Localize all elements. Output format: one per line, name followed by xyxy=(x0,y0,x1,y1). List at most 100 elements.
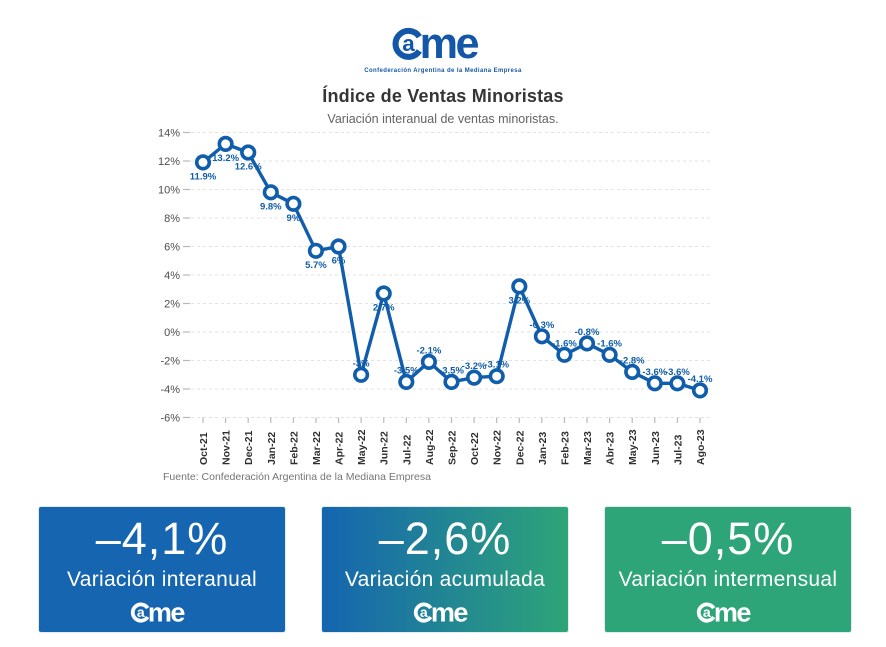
data-point xyxy=(353,366,370,383)
data-point-label: 5.7% xyxy=(305,260,327,271)
x-tick-label: Mar-23 xyxy=(582,431,594,465)
x-tick-label: Jun-22 xyxy=(379,431,391,465)
x-tick-label: Aug-22 xyxy=(424,429,436,465)
data-point-label: -3.5% xyxy=(439,365,464,376)
svg-text:a: a xyxy=(702,604,710,620)
data-point-label: -1.6% xyxy=(597,338,622,349)
x-tick-label: Dec-22 xyxy=(514,430,526,465)
came-logo-white: a me xyxy=(413,597,478,628)
data-point-label: 9.8% xyxy=(260,201,282,212)
data-point-label: -0.3% xyxy=(529,320,554,331)
data-point-label: 9% xyxy=(287,213,301,224)
kpi-label: Variación interanual xyxy=(66,568,258,592)
svg-text:me: me xyxy=(430,600,467,624)
data-point xyxy=(556,346,573,363)
x-tick-label: Nov-22 xyxy=(492,430,504,465)
kpi-cards: –4,1% Variación interanual a me –2,6% Variaci… xyxy=(39,507,851,632)
data-point xyxy=(240,144,257,161)
data-point-label: -2.1% xyxy=(416,345,441,356)
data-point xyxy=(285,195,302,212)
brand-header: a me Confederación Argentina de la Median… xyxy=(0,20,886,126)
came-wordmark-icon: a me xyxy=(696,597,752,628)
data-point-label: 2.7% xyxy=(373,303,395,314)
data-point-label: 6% xyxy=(332,256,346,267)
data-point xyxy=(578,335,596,352)
x-tick-label: Oct-22 xyxy=(469,432,481,465)
data-point xyxy=(307,242,325,259)
x-tick-label: Jul-23 xyxy=(672,434,684,465)
x-tick-label: Feb-22 xyxy=(288,431,300,465)
data-point-label: 12.6% xyxy=(235,162,262,173)
svg-text:me: me xyxy=(420,24,479,62)
data-point xyxy=(398,373,415,391)
source-note: Fuente: Confederación Argentina de la Me… xyxy=(163,471,431,483)
data-line xyxy=(201,142,702,393)
x-tick-label: Ago-23 xyxy=(695,429,707,465)
data-point-label: -3.6% xyxy=(642,367,667,378)
svg-text:me: me xyxy=(713,600,750,624)
y-tick-label: 10% xyxy=(158,185,180,197)
retail-sales-line-chart: 14% 12% 10% 8% 6% 4% 2% 0% -2% -4% -6% Oct-21 Nov-21… xyxy=(158,128,713,466)
data-point xyxy=(443,373,460,391)
y-tick-label: 2% xyxy=(164,299,180,311)
came-logo: a me xyxy=(391,20,495,68)
x-tick-label: Abr-23 xyxy=(605,432,617,465)
data-point xyxy=(601,346,618,363)
kpi-value: –4,1% xyxy=(95,512,229,564)
data-point-label: 3.2% xyxy=(508,295,530,306)
x-tick-label: Jun-23 xyxy=(650,431,662,465)
y-tick-label: -2% xyxy=(160,356,180,368)
x-tick-label: Jan-22 xyxy=(266,432,278,465)
y-tick-label: 8% xyxy=(164,213,180,225)
card-variacion-acumulada: –2,6% Variación acumulada a me xyxy=(322,507,568,632)
svg-text:a: a xyxy=(136,604,144,620)
data-point xyxy=(691,382,709,399)
data-point xyxy=(488,368,505,385)
kpi-label: Variación intermensual xyxy=(618,568,838,592)
x-tick-label: Apr-22 xyxy=(334,432,346,465)
data-point xyxy=(646,375,663,392)
kpi-label: Variación acumulada xyxy=(344,568,546,592)
y-tick-label: 6% xyxy=(164,242,180,254)
kpi-value: –2,6% xyxy=(378,512,512,564)
y-tick-label: 12% xyxy=(158,156,180,168)
y-tick-label: 4% xyxy=(164,270,180,282)
y-tick-label: -6% xyxy=(160,413,180,425)
data-point xyxy=(420,353,438,371)
x-tick-label: Dec-21 xyxy=(243,430,255,465)
data-point-label: -2.8% xyxy=(620,355,645,366)
data-point xyxy=(375,285,392,302)
page-subtitle: Variación interanual de ventas minorista… xyxy=(327,112,559,126)
data-point-label: -0.8% xyxy=(575,327,600,338)
data-point xyxy=(511,278,528,295)
data-point-label: -1.6% xyxy=(552,338,577,349)
data-point-label: 11.9% xyxy=(190,171,217,182)
came-wordmark-icon: a me xyxy=(392,20,481,68)
page-title: Índice de Ventas Minoristas xyxy=(322,86,564,106)
data-point xyxy=(624,363,641,381)
y-tick-label: 0% xyxy=(164,327,180,339)
kpi-value: –0,5% xyxy=(661,512,795,564)
x-tick-label: Sep-22 xyxy=(446,430,458,465)
card-variacion-interanual: –4,1% Variación interanual a me xyxy=(39,507,285,632)
data-point-label: 13.2% xyxy=(212,153,239,164)
data-point-label: -3.6% xyxy=(665,367,690,378)
data-point xyxy=(669,375,686,392)
x-tick-label: Nov-21 xyxy=(221,430,233,465)
data-point xyxy=(262,184,279,201)
data-point xyxy=(466,369,483,386)
x-tick-label: Jul-22 xyxy=(401,434,413,465)
data-point-label: -3.5% xyxy=(394,365,419,376)
came-wordmark-icon: a me xyxy=(413,597,469,628)
came-logo-white: a me xyxy=(696,597,761,628)
x-tick-label: Oct-21 xyxy=(198,432,210,465)
x-tick-label: May-23 xyxy=(627,429,639,465)
data-point-label: -4.1% xyxy=(688,374,713,385)
x-tick-label: Feb-23 xyxy=(559,431,571,465)
x-tick-label: May-22 xyxy=(356,429,368,465)
data-point xyxy=(217,135,234,152)
data-point xyxy=(194,154,212,171)
card-variacion-intermensual: –0,5% Variación intermensual a me xyxy=(605,507,851,632)
svg-text:a: a xyxy=(419,604,427,620)
